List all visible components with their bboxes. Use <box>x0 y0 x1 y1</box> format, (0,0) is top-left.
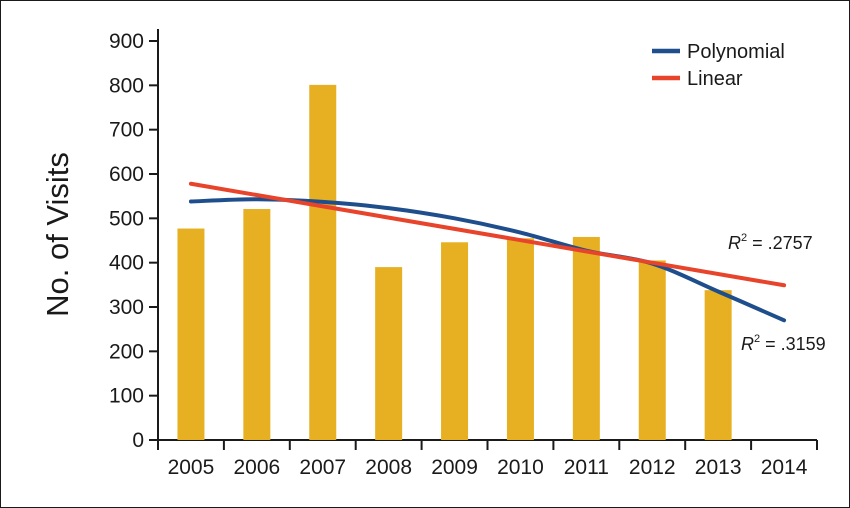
y-axis: 0 100 200 300 400 500 600 700 800 900 <box>109 29 159 452</box>
bar-2005 <box>177 228 205 440</box>
y-tick-label: 200 <box>109 340 144 363</box>
y-tick-label: 400 <box>109 252 144 275</box>
bars <box>177 84 732 440</box>
trendlines <box>188 181 787 323</box>
x-tick-label: 2007 <box>299 456 346 479</box>
y-tick-label: 600 <box>109 163 144 186</box>
x-tick-label: 2013 <box>695 456 742 479</box>
x-tick-label: 2009 <box>431 456 478 479</box>
x-tick-label: 2008 <box>365 456 412 479</box>
x-tick-label: 2010 <box>497 456 544 479</box>
r2-label-polynomial: R2 = .3159 <box>741 333 826 354</box>
y-axis-title: No. of Visits <box>40 152 75 317</box>
y-tick-label: 100 <box>109 385 144 408</box>
bar-2007 <box>309 84 337 440</box>
y-tick-label: 300 <box>109 296 144 319</box>
y-tick-label: 0 <box>132 429 144 452</box>
r2-annotations: R2 = .2757 R2 = .3159 <box>728 232 826 354</box>
y-tick-label: 900 <box>109 30 144 53</box>
bar-2011 <box>572 236 600 440</box>
bar-2009 <box>441 242 469 440</box>
r2-label-linear: R2 = .2757 <box>728 232 813 253</box>
legend-label-polynomial: Polynomial <box>687 41 785 63</box>
y-tick-label: 800 <box>109 74 144 97</box>
legend: Polynomial Linear <box>652 41 785 90</box>
bar-2008 <box>375 267 403 440</box>
bar-2006 <box>243 209 271 440</box>
x-tick-label: 2014 <box>761 456 808 479</box>
trendline-linear <box>188 181 787 288</box>
bar-2010 <box>506 238 534 440</box>
x-tick-label: 2005 <box>168 456 215 479</box>
x-tick-label: 2006 <box>233 456 280 479</box>
x-tick-label: 2011 <box>564 456 609 479</box>
y-tick-label: 500 <box>109 207 144 230</box>
bar-2013 <box>704 290 732 440</box>
x-tick-label: 2012 <box>629 456 676 479</box>
x-axis: 2005 2006 2007 2008 2009 2010 2011 2012 2013 2014 <box>157 439 818 479</box>
y-tick-label: 700 <box>109 119 144 142</box>
legend-label-linear: Linear <box>687 68 743 90</box>
trendline-polynomial <box>188 197 787 323</box>
bar-2012 <box>638 260 666 440</box>
